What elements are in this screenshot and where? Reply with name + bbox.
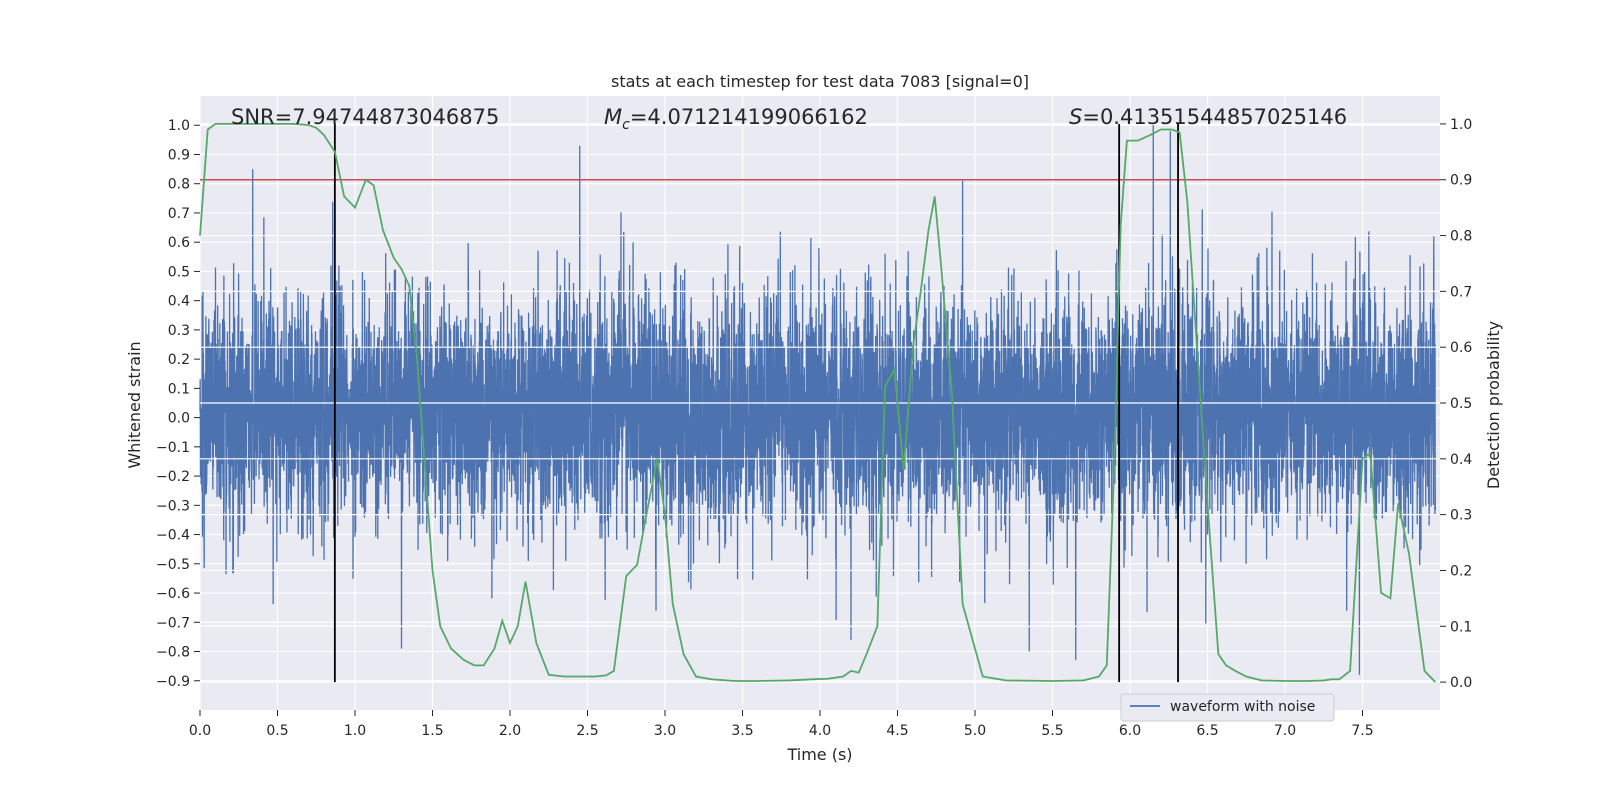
x-tick-label: 2.0 [499, 723, 521, 739]
y2-tick-label: 0.9 [1450, 173, 1472, 189]
y2-tick-label: 0.3 [1450, 508, 1472, 524]
y-tick-label: −0.3 [156, 498, 190, 514]
x-tick-label: 1.5 [421, 723, 443, 739]
x-tick-label: 1.0 [344, 723, 366, 739]
y2-tick-label: 0.7 [1450, 284, 1472, 300]
y2-tick-label: 0.2 [1450, 563, 1472, 579]
x-tick-label: 4.0 [809, 723, 831, 739]
y-tick-label: 0.4 [168, 294, 190, 310]
y-tick-label: 0.8 [168, 177, 190, 193]
y2-axis-label: Detection probability [1484, 321, 1503, 489]
y-tick-label: −0.1 [156, 440, 190, 456]
y-tick-label: 0.7 [168, 206, 190, 222]
x-tick-label: 3.5 [731, 723, 753, 739]
chirp-mass-symbol: M [604, 105, 622, 129]
x-tick-label: 0.0 [189, 723, 211, 739]
y2-tick-label: 1.0 [1450, 117, 1472, 133]
right-axis-ticks: 0.0 0.1 0.2 0.3 0.4 0.5 0.6 0.7 0.8 0.9 1.0 [1440, 117, 1472, 691]
chirp-mass-subscript: c [622, 117, 630, 133]
y-tick-label: 1.0 [168, 118, 190, 134]
y-tick-label: −0.9 [156, 674, 190, 690]
y-tick-label: 0.1 [168, 381, 190, 397]
y-tick-label: 0.6 [168, 235, 190, 251]
x-tick-label: 6.5 [1196, 723, 1218, 739]
y2-tick-label: 0.4 [1450, 452, 1472, 468]
snr-annotation: SNR=7.94744873046875 [231, 105, 499, 129]
legend: waveform with noise [1120, 693, 1335, 722]
legend-box [1120, 693, 1335, 722]
s-value: =0.41351544857025146 [1082, 105, 1347, 129]
y-tick-label: −0.8 [156, 645, 190, 661]
y2-tick-label: 0.0 [1450, 675, 1472, 691]
x-tick-label: 5.0 [964, 723, 986, 739]
y-tick-label: 0.5 [168, 264, 190, 280]
x-tick-label: 0.5 [266, 723, 288, 739]
y-tick-label: 0.3 [168, 323, 190, 339]
chirp-mass-annotation: Mc=4.071214199066162 [604, 105, 868, 133]
y-tick-label: −0.5 [156, 557, 190, 573]
y2-tick-label: 0.8 [1450, 229, 1472, 245]
y2-tick-label: 0.5 [1450, 396, 1472, 412]
x-tick-label: 3.0 [654, 723, 676, 739]
x-tick-label: 5.5 [1041, 723, 1063, 739]
chart-title: stats at each timestep for test data 708… [611, 72, 1029, 91]
x-tick-label: 7.5 [1351, 723, 1373, 739]
y-tick-label: −0.4 [156, 528, 190, 544]
chirp-mass-value: =4.071214199066162 [630, 105, 868, 129]
s-symbol: S [1069, 105, 1082, 129]
detection-probability-series [199, 123, 1436, 683]
legend-entry-waveform: waveform with noise [1170, 699, 1315, 715]
y-tick-label: 0.9 [168, 147, 190, 163]
waveform-with-noise-series [199, 125, 1436, 675]
left-axis-ticks: −0.9 −0.8 −0.7 −0.6 −0.5 −0.4 −0.3 −0.2 −0.1 0.0 0… [156, 118, 200, 690]
vertical-marker-lines [333, 123, 1179, 683]
waveform-layer [199, 125, 1436, 675]
x-tick-label: 7.0 [1274, 723, 1296, 739]
x-tick-label: 4.5 [886, 723, 908, 739]
y2-tick-label: 0.6 [1450, 340, 1472, 356]
s-annotation: S=0.41351544857025146 [1069, 105, 1347, 129]
y-tick-label: 0.0 [168, 411, 190, 427]
y-tick-label: −0.2 [156, 469, 190, 485]
x-tick-label: 6.0 [1119, 723, 1141, 739]
y-tick-label: −0.6 [156, 586, 190, 602]
y2-tick-label: 0.1 [1450, 619, 1472, 635]
y-tick-label: −0.7 [156, 615, 190, 631]
x-axis-label: Time (s) [786, 745, 852, 764]
x-tick-label: 2.5 [576, 723, 598, 739]
y-tick-label: 0.2 [168, 352, 190, 368]
y-axis-label: Whitened strain [125, 341, 144, 468]
